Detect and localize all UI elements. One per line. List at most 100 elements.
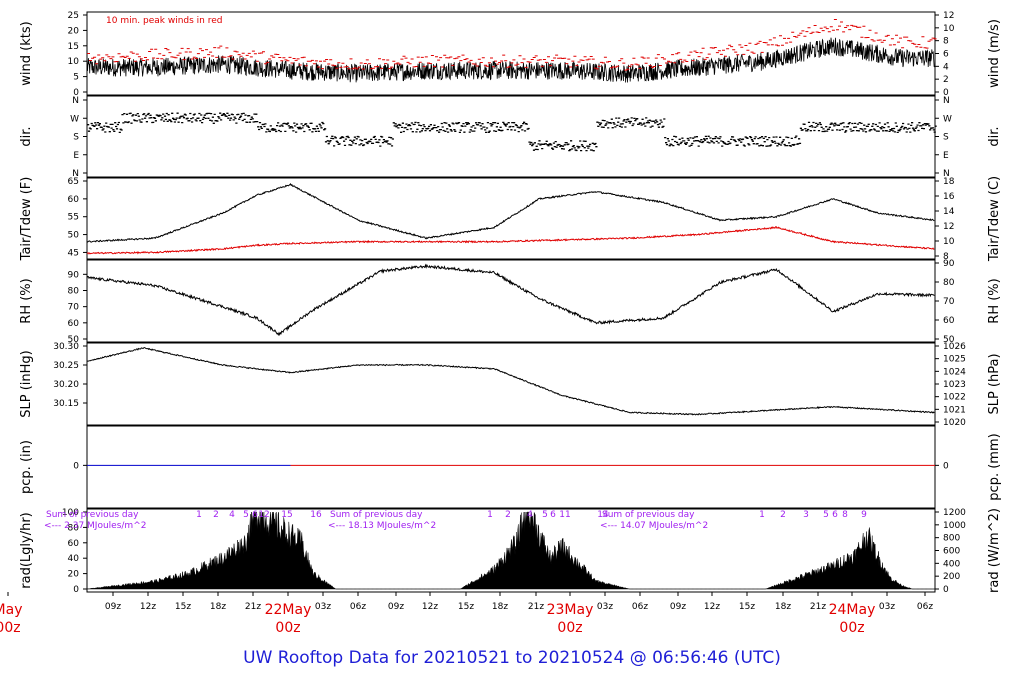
ytick-label-left-dir: E xyxy=(73,151,79,161)
ytick-label-right-rh: 50 xyxy=(943,335,955,345)
rad-hour-label: 5 xyxy=(823,510,829,520)
chart-title: UW Rooftop Data for 20210521 to 20210524… xyxy=(243,648,781,668)
ytick-label-right-slp: 1026 xyxy=(943,342,966,352)
ytick-label-right-wind: 0 xyxy=(943,88,949,98)
ytick-label-right-rad: 600 xyxy=(943,547,960,557)
xtick-label: 06z xyxy=(917,602,933,612)
ytick-label-right-rad: 1200 xyxy=(943,508,966,518)
rad-hour-label: 2 xyxy=(505,510,511,520)
date-sublabel: 00z xyxy=(557,620,582,636)
ytick-label-left-temp: 60 xyxy=(68,195,80,205)
ytick-label-left-dir: N xyxy=(72,96,79,106)
ytick-label-right-slp: 1025 xyxy=(943,355,966,365)
rad-hour-label: 2 xyxy=(213,510,219,520)
date-sublabel: 00z xyxy=(839,620,864,636)
temp-series-1-line xyxy=(86,226,935,255)
ytick-label-left-wind: 20 xyxy=(68,26,80,36)
wind-peak-marks xyxy=(87,19,937,71)
ylabel-left-temp: Tair/Tdew (F) xyxy=(19,177,34,262)
xtick-label: 15z xyxy=(175,602,191,612)
ytick-label-right-wind: 8 xyxy=(943,37,949,47)
wind-speed-line xyxy=(86,37,935,83)
date-label: 22May xyxy=(265,602,312,618)
panel-frame-rh xyxy=(86,259,936,343)
ytick-label-left-dir: S xyxy=(73,133,79,143)
xtick-label: 15z xyxy=(458,602,474,612)
ytick-label-left-rad: 0 xyxy=(73,585,79,595)
date-sublabel: 00z xyxy=(275,620,300,636)
rad-hour-label: 4 xyxy=(527,510,533,520)
ytick-label-left-rh: 70 xyxy=(68,303,80,313)
ytick-label-right-temp: 18 xyxy=(943,177,955,187)
ytick-label-left-dir: W xyxy=(70,114,79,124)
xtick-label: 18z xyxy=(210,602,226,612)
ylabel-right-temp: Tair/Tdew (C) xyxy=(987,176,1002,262)
ytick-label-right-temp: 8 xyxy=(943,252,949,262)
panel-frame-slp xyxy=(86,342,936,426)
xtick-label: 18z xyxy=(492,602,508,612)
rad-hour-label: 6 xyxy=(252,510,258,520)
rad-hour-label: 3 xyxy=(803,510,809,520)
ytick-label-right-rh: 90 xyxy=(943,259,955,269)
ytick-label-left-dir: N xyxy=(72,169,79,179)
ytick-label-right-rad: 1000 xyxy=(943,521,966,531)
date-label: 23May xyxy=(547,602,594,618)
ytick-label-left-temp: 45 xyxy=(68,248,79,258)
ytick-label-right-slp: 1020 xyxy=(943,418,966,428)
ylabel-left-rh: RH (%) xyxy=(19,278,34,323)
ytick-label-left-pcp: 0 xyxy=(73,461,79,471)
ytick-label-left-rh: 90 xyxy=(68,270,80,280)
ylabel-right-wind: wind (m/s) xyxy=(987,19,1002,88)
xtick-label: 21z xyxy=(528,602,544,612)
rad-hour-label: 1 xyxy=(487,510,493,520)
ytick-label-left-rad: 80 xyxy=(68,523,80,533)
xtick-label: 21z xyxy=(245,602,261,612)
ytick-label-left-slp: 30.20 xyxy=(53,380,79,390)
xtick-label: 12z xyxy=(140,602,156,612)
xtick-label: 03z xyxy=(315,602,331,612)
rad-annotation: <--- 18.13 MJoules/m^2 xyxy=(328,521,436,531)
ytick-label-right-rad: 200 xyxy=(943,572,960,582)
ytick-label-left-temp: 65 xyxy=(68,177,79,187)
ylabel-left-pcp: pcp. (in) xyxy=(19,440,34,494)
rh-series-0-line xyxy=(86,263,935,337)
temp-series-0-line xyxy=(87,182,935,243)
rad-annotation: <--- 14.07 MJoules/m^2 xyxy=(600,521,708,531)
ylabel-right-rh: RH (%) xyxy=(987,278,1002,323)
ytick-label-right-temp: 12 xyxy=(943,222,954,232)
ylabel-left-wind: wind (kts) xyxy=(19,21,34,85)
ytick-label-right-slp: 1022 xyxy=(943,393,966,403)
ytick-label-left-rad: 40 xyxy=(68,554,80,564)
ytick-label-left-rad: 100 xyxy=(62,508,79,518)
ytick-label-right-wind: 10 xyxy=(943,24,955,34)
rad-hour-label: 9 xyxy=(861,510,867,520)
wind-peak-annotation: 10 min. peak winds in red xyxy=(106,16,223,26)
ytick-label-right-rad: 400 xyxy=(943,559,960,569)
rad-hour-label: 5 xyxy=(243,510,249,520)
xtick-label: 03z xyxy=(879,602,895,612)
ytick-label-right-dir: S xyxy=(943,133,949,143)
ytick-label-left-slp: 30.15 xyxy=(53,399,79,409)
xtick-label: 21z xyxy=(810,602,826,612)
ytick-label-left-wind: 0 xyxy=(73,88,79,98)
ytick-label-left-wind: 10 xyxy=(68,57,80,67)
ytick-label-right-rad: 0 xyxy=(943,585,949,595)
rad-hour-label: 6 xyxy=(550,510,556,520)
ytick-label-right-temp: 16 xyxy=(943,192,955,202)
date-label: May xyxy=(0,602,22,618)
ylabel-left-rad: rad(Lgly/hr) xyxy=(19,512,34,588)
xtick-label: 09z xyxy=(105,602,121,612)
ytick-label-right-wind: 2 xyxy=(943,75,949,85)
rad-hour-label: 6 xyxy=(832,510,838,520)
panel-frame-temp xyxy=(86,177,936,260)
ytick-label-right-wind: 6 xyxy=(943,50,949,60)
rad-hour-label: 14 xyxy=(597,510,609,520)
panel-frame-dir xyxy=(86,95,936,178)
xtick-label: 15z xyxy=(739,602,755,612)
rad-hour-label: 1 xyxy=(759,510,765,520)
xtick-label: 18z xyxy=(775,602,791,612)
ytick-label-left-wind: 15 xyxy=(68,42,79,52)
ylabel-left-slp: SLP (inHg) xyxy=(19,350,34,418)
weather-chart: wind (kts) wind (m/s)05101520250246810121… xyxy=(0,11,1002,636)
ytick-label-right-dir: N xyxy=(943,169,950,179)
